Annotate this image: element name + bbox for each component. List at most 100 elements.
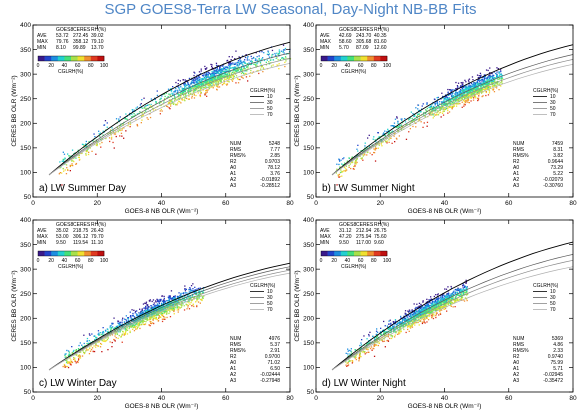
stats-value: 12.60 bbox=[374, 45, 387, 51]
scatter-point bbox=[490, 78, 492, 81]
scatter-point bbox=[218, 86, 221, 88]
scatter-point bbox=[219, 76, 221, 78]
scatter-point bbox=[95, 153, 97, 155]
scatter-point bbox=[482, 91, 484, 93]
scatter-point bbox=[213, 72, 215, 75]
scatter-point bbox=[418, 324, 420, 326]
figure-title: SGP GOES8-Terra LW Seasonal, Day-Night N… bbox=[104, 1, 477, 18]
fit-stat-label: A3 bbox=[230, 183, 236, 189]
scatter-point bbox=[149, 321, 151, 323]
scatter-point bbox=[168, 93, 170, 95]
scatter-point bbox=[201, 79, 203, 82]
scatter-point bbox=[127, 323, 129, 325]
scatter-point bbox=[190, 290, 192, 292]
scatter-point bbox=[100, 338, 102, 340]
scatter-point bbox=[417, 110, 420, 112]
scatter-point bbox=[232, 77, 234, 79]
scatter-point bbox=[455, 100, 457, 102]
scatter-point bbox=[68, 155, 70, 157]
scatter-point bbox=[484, 84, 486, 86]
scatter-point bbox=[487, 69, 489, 72]
scatter-point bbox=[478, 75, 480, 77]
scatter-point bbox=[229, 75, 231, 77]
scatter-point bbox=[71, 360, 73, 363]
scatter-point bbox=[107, 328, 109, 330]
stats-row-label: MIN bbox=[37, 45, 47, 51]
scatter-point bbox=[477, 79, 479, 81]
scatter-point bbox=[64, 353, 66, 355]
scatter-point bbox=[137, 318, 139, 320]
scatter-point bbox=[160, 97, 162, 99]
scatter-point bbox=[404, 121, 407, 123]
scatter-point bbox=[467, 91, 469, 93]
scatter-point bbox=[256, 56, 258, 58]
fit-stat-label: R2 bbox=[513, 159, 520, 165]
scatter-point bbox=[155, 102, 157, 104]
scatter-point bbox=[173, 313, 175, 315]
scatter-point bbox=[152, 99, 154, 102]
scatter-point bbox=[166, 306, 168, 308]
scatter-point bbox=[168, 99, 171, 101]
scatter-point bbox=[193, 94, 195, 96]
scatter-point bbox=[473, 85, 475, 87]
stats-row-label: AVE bbox=[37, 33, 47, 39]
scatter-point bbox=[414, 114, 416, 116]
colorbar-segment bbox=[367, 56, 375, 61]
scatter-point bbox=[184, 83, 186, 85]
scatter-point bbox=[339, 175, 341, 178]
curve-legend-label: 10 bbox=[267, 94, 273, 100]
scatter-point bbox=[83, 144, 85, 147]
scatter-point bbox=[242, 69, 244, 71]
scatter-point bbox=[282, 44, 285, 46]
scatter-point bbox=[89, 147, 91, 149]
scatter-point bbox=[173, 308, 175, 311]
scatter-point bbox=[459, 91, 461, 94]
fit-stat-value: -0.27948 bbox=[260, 378, 280, 384]
scatter-point bbox=[397, 130, 399, 133]
stats-row-label: MIN bbox=[37, 240, 47, 246]
scatter-point bbox=[396, 138, 398, 140]
scatter-point bbox=[475, 97, 477, 99]
scatter-point bbox=[191, 93, 193, 96]
scatter-point bbox=[117, 131, 119, 133]
scatter-point bbox=[375, 147, 377, 149]
curve-legend-label: 70 bbox=[267, 307, 273, 313]
scatter-point bbox=[464, 90, 466, 92]
scatter-point bbox=[244, 56, 247, 59]
scatter-point bbox=[455, 81, 457, 84]
scatter-point bbox=[387, 128, 389, 130]
scatter-point bbox=[454, 93, 456, 95]
scatter-point bbox=[65, 164, 68, 166]
scatter-point bbox=[145, 305, 147, 307]
y-tick-label: 250 bbox=[20, 96, 31, 103]
scatter-point bbox=[202, 78, 204, 81]
y-axis-label: CERES BB OLR (Wm⁻²) bbox=[294, 75, 301, 146]
scatter-point bbox=[172, 307, 174, 310]
scatter-point bbox=[110, 138, 113, 140]
scatter-point bbox=[239, 57, 242, 59]
scatter-point bbox=[500, 69, 502, 71]
scatter-point bbox=[409, 314, 412, 316]
scatter-point bbox=[232, 76, 234, 78]
scatter-point bbox=[140, 313, 142, 315]
scatter-point bbox=[220, 76, 222, 78]
stats-value: 358.12 bbox=[73, 39, 89, 45]
scatter-point bbox=[167, 106, 169, 108]
scatter-point bbox=[473, 95, 475, 97]
scatter-point bbox=[193, 71, 195, 73]
scatter-point bbox=[202, 86, 204, 88]
scatter-point bbox=[157, 308, 160, 311]
scatter-point bbox=[200, 72, 202, 75]
scatter-point bbox=[216, 76, 219, 78]
scatter-point bbox=[450, 99, 452, 101]
scatter-point bbox=[64, 169, 66, 171]
colorbar-tick-label: 0 bbox=[37, 258, 40, 264]
scatter-point bbox=[120, 132, 123, 134]
scatter-point bbox=[234, 66, 236, 68]
scatter-point bbox=[176, 98, 178, 100]
scatter-point bbox=[206, 76, 209, 78]
scatter-point bbox=[476, 83, 479, 85]
colorbar-tick-label: 0 bbox=[320, 63, 323, 69]
colorbar-segment bbox=[84, 251, 92, 256]
scatter-point bbox=[420, 306, 422, 309]
